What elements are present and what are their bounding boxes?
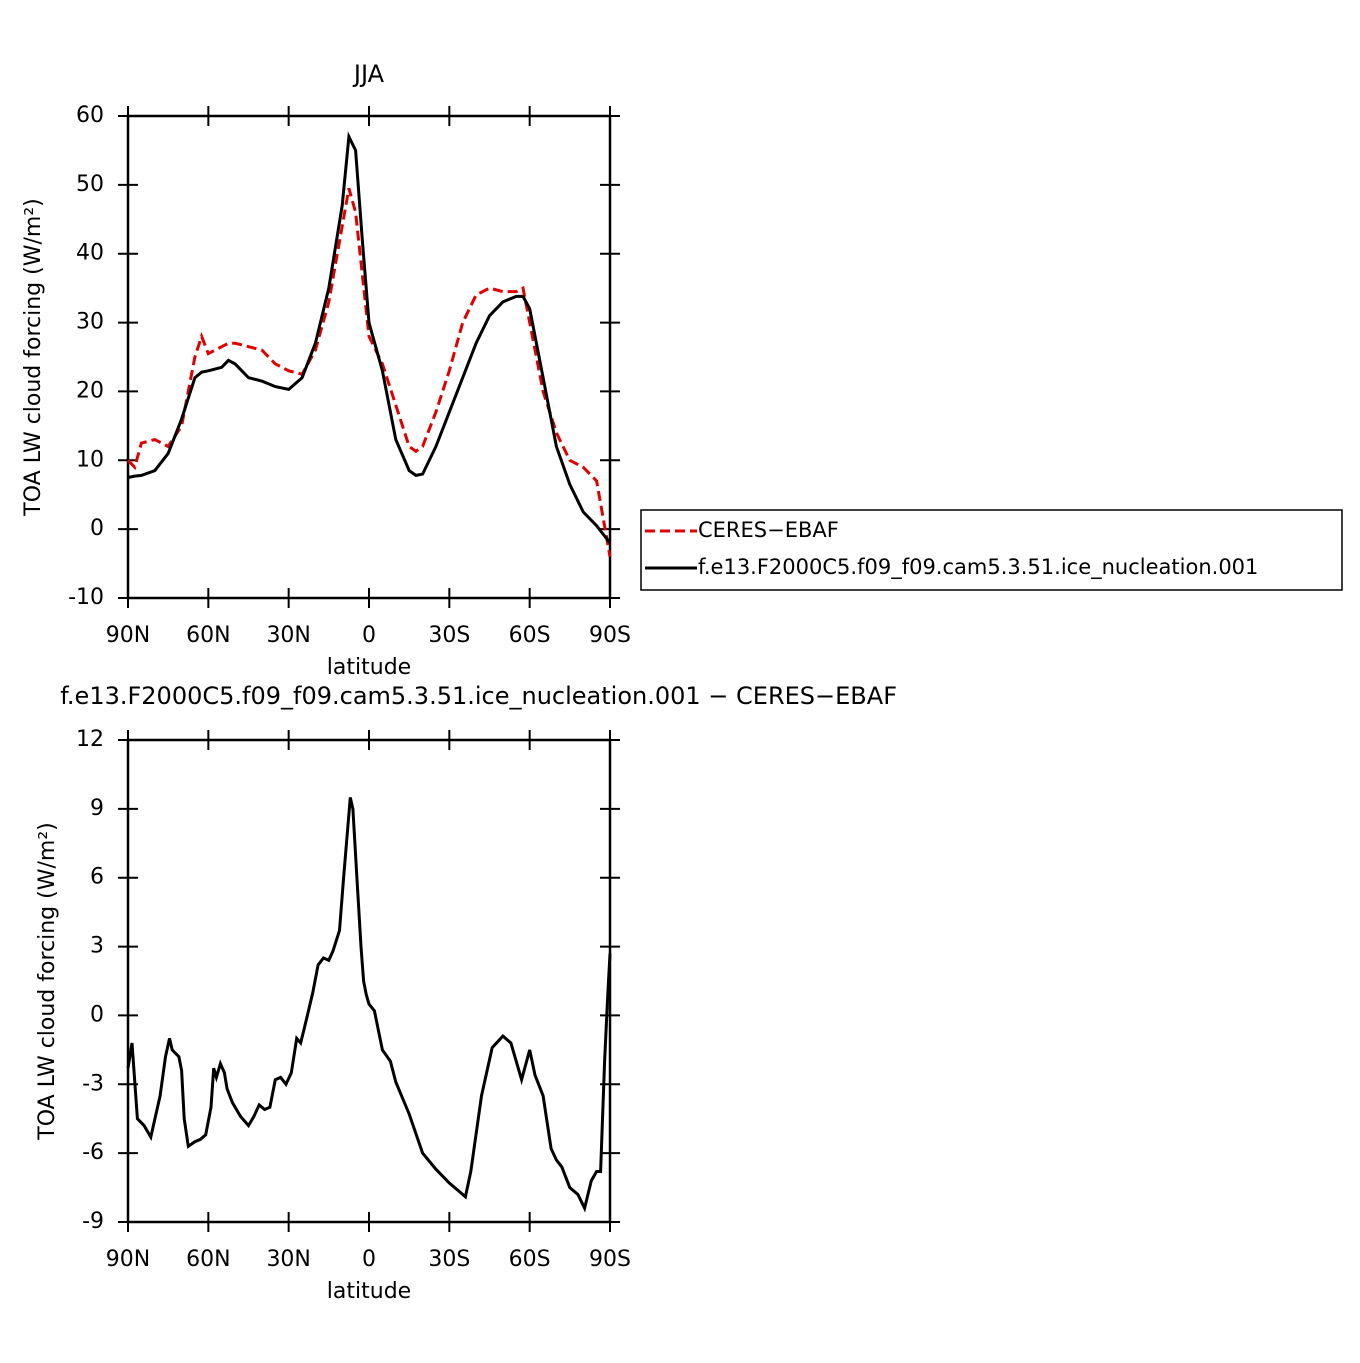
y-tick-label: 6	[90, 865, 104, 890]
x-tick-label: 90N	[106, 1247, 150, 1272]
x-tick-label: 60N	[186, 623, 230, 648]
y-tick-label: 60	[76, 103, 104, 128]
chart-title: f.e13.F2000C5.f09_f09.cam5.3.51.ice_nucl…	[60, 682, 897, 710]
chart-title: JJA	[352, 60, 385, 88]
x-tick-label: 0	[362, 623, 376, 648]
y-tick-label: 50	[76, 172, 104, 197]
y-tick-label: -6	[82, 1140, 104, 1165]
plot-frame	[126, 738, 612, 1224]
y-tick-label: -10	[68, 585, 104, 610]
y-tick-label: 0	[90, 516, 104, 541]
data-line	[127, 131, 612, 544]
legend-frame	[640, 509, 1343, 591]
x-tick-label: 90S	[589, 1247, 631, 1272]
x-tick-label: 30N	[266, 1247, 310, 1272]
y-tick-label: 20	[76, 378, 104, 403]
x-tick-label: 60S	[509, 623, 551, 648]
y-tick-label: 12	[76, 727, 104, 752]
x-tick-label: 90N	[106, 623, 150, 648]
x-axis-label: latitude	[327, 1279, 411, 1304]
y-tick-label: -3	[82, 1071, 104, 1096]
x-tick-label: 0	[362, 1247, 376, 1272]
x-tick-label: 30S	[428, 623, 470, 648]
y-tick-label: 0	[90, 1002, 104, 1027]
legend-label: CERES−EBAF	[698, 518, 839, 542]
y-axis-label: TOA LW cloud forcing (W/m²)	[21, 198, 46, 516]
y-tick-label: 30	[76, 310, 104, 335]
x-axis-label: latitude	[327, 655, 411, 680]
legend-label: f.e13.F2000C5.f09_f09.cam5.3.51.ice_nucl…	[698, 555, 1258, 580]
x-tick-label: 60N	[186, 1247, 230, 1272]
data-line	[126, 187, 612, 557]
y-axis-label: TOA LW cloud forcing (W/m²)	[35, 822, 60, 1140]
y-tick-label: 10	[76, 447, 104, 472]
y-tick-label: -9	[82, 1209, 104, 1234]
y-tick-label: 3	[90, 934, 104, 959]
y-tick-label: 40	[76, 241, 104, 266]
x-tick-label: 30N	[266, 623, 310, 648]
x-tick-label: 90S	[589, 623, 631, 648]
x-tick-label: 60S	[509, 1247, 551, 1272]
y-tick-label: 9	[90, 796, 104, 821]
x-tick-label: 30S	[428, 1247, 470, 1272]
data-line	[126, 797, 612, 1213]
